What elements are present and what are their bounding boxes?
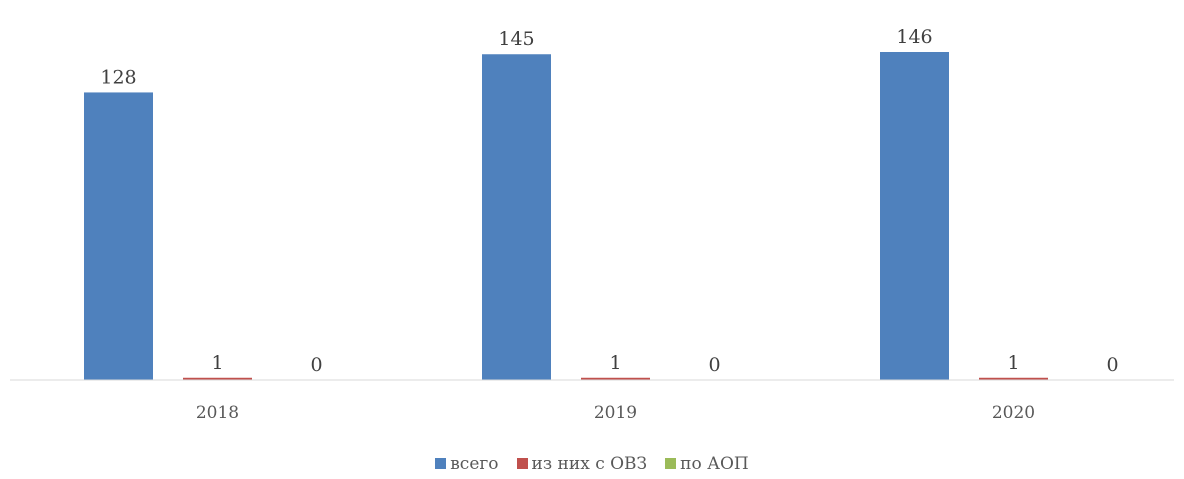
legend-label-total: всего: [450, 453, 499, 474]
legend-item-aop: по АОП: [665, 454, 749, 474]
x-tick-label-2020: 2020: [992, 403, 1035, 423]
legend-label-ovz: из них с ОВЗ: [531, 453, 648, 474]
legend-swatch-total: [435, 458, 447, 469]
bar-total-2020: [880, 52, 949, 380]
data-label-total-2018: 128: [100, 66, 136, 88]
data-label-aop-2019: 0: [708, 354, 720, 376]
legend-swatch-aop: [665, 458, 677, 469]
data-label-total-2019: 145: [498, 28, 534, 50]
bar-ovz-2018: [183, 377, 252, 380]
bar-ovz-2019: [581, 377, 650, 380]
bar-total-2018: [84, 92, 153, 380]
data-label-aop-2020: 0: [1106, 354, 1118, 376]
bar-ovz-2020: [979, 377, 1048, 380]
data-label-ovz-2020: 1: [1007, 352, 1019, 374]
x-tick-label-2019: 2019: [594, 403, 637, 423]
x-tick-label-2018: 2018: [196, 403, 239, 423]
legend-item-total: всего: [435, 453, 499, 474]
data-label-ovz-2019: 1: [609, 352, 621, 374]
chart-legend: всего из них с ОВЗ по АОП: [0, 452, 1184, 475]
data-label-ovz-2018: 1: [211, 352, 223, 374]
bar-total-2019: [482, 54, 551, 380]
data-label-total-2020: 146: [896, 26, 932, 48]
legend-item-ovz: из них с ОВЗ: [516, 453, 648, 474]
legend-label-aop: по АОП: [680, 453, 749, 474]
legend-swatch-ovz: [516, 458, 528, 469]
data-label-aop-2018: 0: [310, 354, 322, 376]
